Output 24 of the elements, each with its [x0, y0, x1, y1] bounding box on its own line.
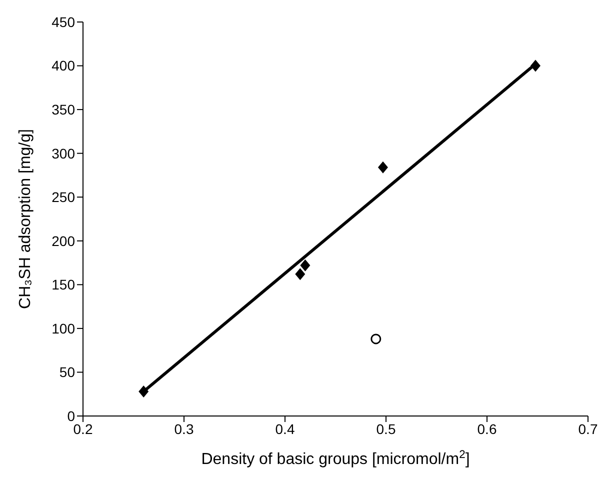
point — [138, 385, 149, 398]
point — [530, 60, 540, 72]
y-tick-label: 400 — [52, 58, 76, 74]
point — [295, 268, 306, 280]
point — [300, 259, 310, 272]
y-tick-label: 350 — [52, 102, 76, 118]
x-tick-label: 0.2 — [73, 420, 93, 437]
x-tick-label: 0.5 — [376, 420, 396, 437]
y-tick-label: 100 — [52, 320, 76, 336]
y-tick-label: 200 — [52, 232, 76, 249]
point — [378, 161, 388, 174]
y-tick-label: 450 — [52, 14, 76, 30]
y-tick-label: 50 — [59, 364, 76, 380]
x-tick-label: 0.4 — [275, 420, 295, 437]
x-axis-title: Density of basic groups [micromol/m$^{2}$] — [201, 449, 470, 468]
point — [370, 334, 382, 344]
y-tick-label: 150 — [52, 276, 76, 293]
y-tick-label: 300 — [52, 145, 76, 162]
x-tick-label: 0.7 — [578, 420, 598, 437]
y-axis-title: CH₃SH adsorption [mg/g] — [17, 129, 34, 309]
x-tick-label: 0.6 — [477, 420, 497, 437]
y-tick-label: 250 — [52, 189, 76, 206]
y-tick-label: 0 — [67, 408, 76, 424]
x-tick-label: 0.3 — [174, 420, 194, 437]
